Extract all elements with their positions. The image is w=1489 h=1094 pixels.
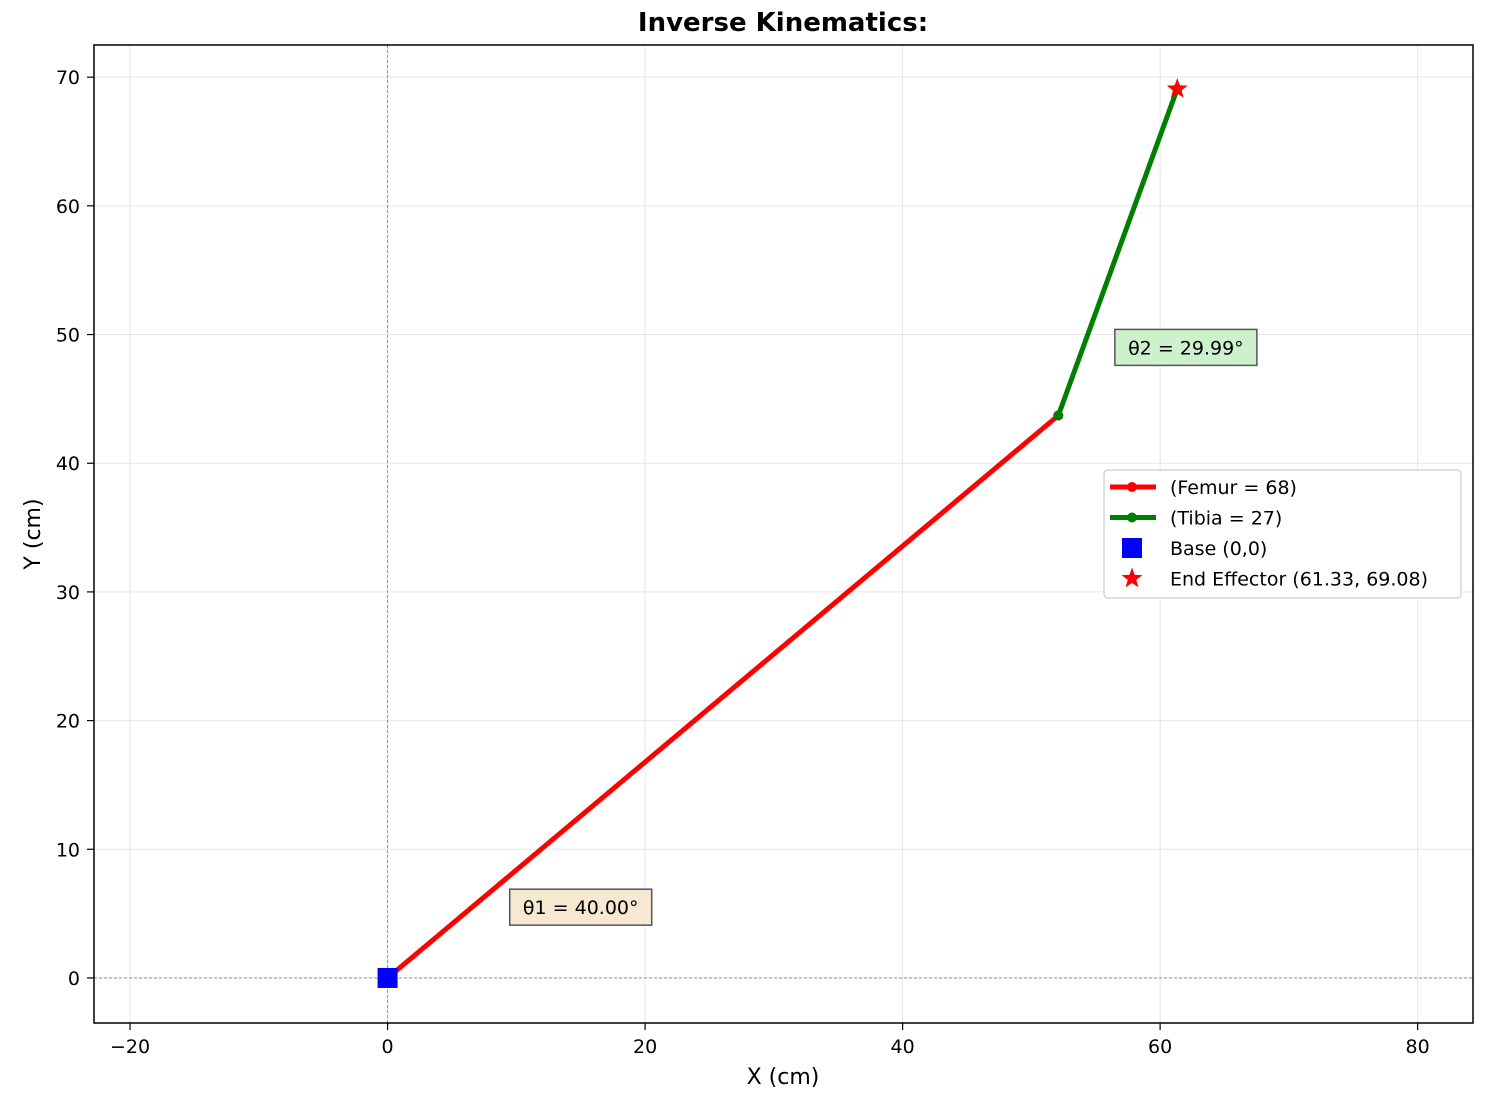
legend-star-swatch (1121, 567, 1143, 588)
y-tick-label: 40 (56, 453, 80, 475)
legend-square-swatch (1122, 538, 1142, 558)
x-tick-label: −20 (110, 1036, 150, 1058)
reference-lines (94, 45, 1473, 1023)
series-layer (377, 78, 1188, 988)
chart-title: Inverse Kinematics: (638, 8, 928, 38)
femur-line (385, 413, 1061, 981)
y-tick-label: 50 (56, 325, 80, 347)
annotation-layer: θ1 = 40.00° θ2 = 29.99° (508, 328, 1258, 926)
legend-label: Base (0,0) (1170, 538, 1267, 560)
y-tick-label: 60 (56, 196, 80, 218)
angle-annotation-box (508, 888, 653, 926)
axis-ticks: −20 0 20 40 60 80 0 10 20 30 40 50 60 70 (56, 67, 1430, 1058)
legend: (Femur = 68) (Tibia = 27) Base (0,0) End Ef… (1103, 469, 1462, 599)
x-tick-label: 40 (891, 1036, 915, 1058)
y-tick-label: 0 (68, 968, 80, 990)
angle-annotation-box (1114, 328, 1258, 367)
y-tick-label: 30 (56, 582, 80, 604)
legend-frame (1103, 469, 1462, 599)
x-axis-label: X (cm) (747, 1065, 820, 1090)
legend-label: (Femur = 68) (1170, 477, 1297, 499)
legend-point-swatch (1127, 512, 1137, 523)
y-tick-label: 70 (56, 67, 80, 89)
y-tick-label: 20 (56, 711, 80, 733)
theta1-annotation: θ1 = 40.00° (523, 897, 639, 919)
base-marker (377, 967, 398, 988)
plot-frame (93, 44, 1474, 1024)
end-effector-marker (1166, 78, 1188, 98)
y-tick-label: 10 (56, 839, 80, 861)
tibia-joint-point (1053, 410, 1064, 421)
legend-label: End Effector (61.33, 69.08) (1170, 569, 1428, 591)
theta2-annotation: θ2 = 29.99° (1128, 337, 1244, 359)
y-axis-label: Y (cm) (21, 498, 46, 570)
x-tick-label: 80 (1406, 1036, 1430, 1058)
legend-point-swatch (1127, 482, 1137, 492)
tibia-line (1055, 86, 1180, 418)
x-tick-label: 20 (633, 1036, 657, 1058)
legend-label: (Tibia = 27) (1170, 508, 1282, 530)
x-tick-label: 0 (382, 1036, 394, 1058)
x-tick-label: 60 (1148, 1036, 1172, 1058)
